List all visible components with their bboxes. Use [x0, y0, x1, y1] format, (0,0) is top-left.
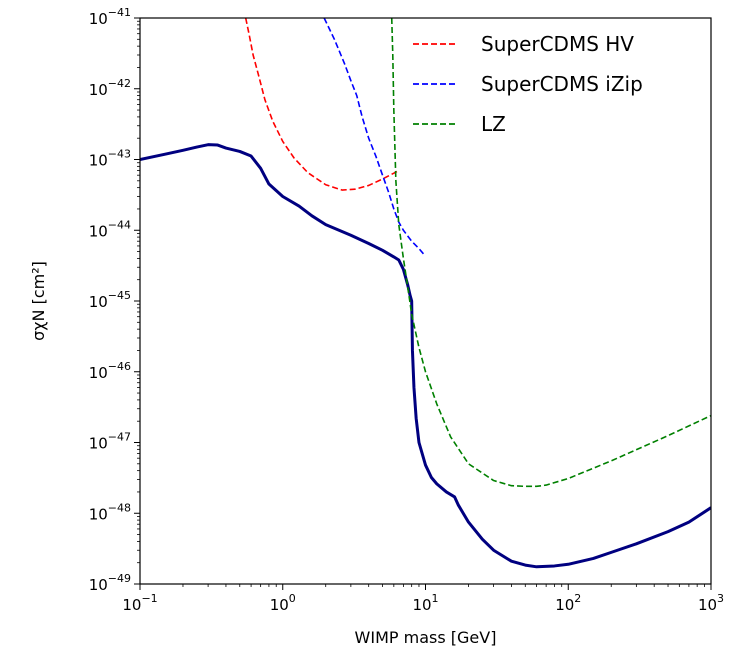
y-tick-label: 10−47: [89, 431, 131, 453]
y-axis-label: σχN [cm²]: [29, 261, 48, 341]
legend-label-supercdms-izip: SuperCDMS iZip: [481, 72, 643, 96]
y-tick-label: 10−41: [89, 6, 131, 28]
legend-label-lz: LZ: [481, 112, 506, 136]
y-axis-ticks: 10−49 10−48 10−47 10−46 10−45 10−44 10−43 10−42…: [89, 6, 140, 594]
y-tick-label: 10−42: [89, 77, 131, 99]
x-tick-label: 100: [270, 592, 296, 614]
y-tick-label: 10−48: [89, 501, 131, 523]
legend-label-supercdms-hv: SuperCDMS HV: [481, 32, 634, 56]
y-tick-label: 10−44: [89, 218, 131, 240]
x-axis-ticks: 10−1 100 101 102 103: [122, 584, 724, 614]
y-tick-label: 10−45: [89, 289, 131, 311]
series-line-supercdms-izip: [323, 18, 425, 256]
series-line-supercdms-hv: [244, 18, 400, 191]
series-line-main: [140, 143, 711, 569]
x-tick-label: 101: [412, 592, 438, 614]
x-tick-label: 10−1: [122, 592, 157, 614]
series-line-lz: [390, 18, 711, 488]
plot-background: [140, 18, 711, 584]
y-tick-label: 10−43: [89, 148, 131, 170]
series-layer: [140, 18, 711, 569]
x-axis-label: WIMP mass [GeV]: [355, 628, 497, 647]
x-tick-label: 102: [555, 592, 581, 614]
y-tick-label: 10−46: [89, 360, 131, 382]
x-tick-label: 103: [698, 592, 724, 614]
legend: SuperCDMS HV SuperCDMS iZip LZ: [413, 32, 643, 136]
y-tick-label: 10−49: [89, 572, 131, 594]
